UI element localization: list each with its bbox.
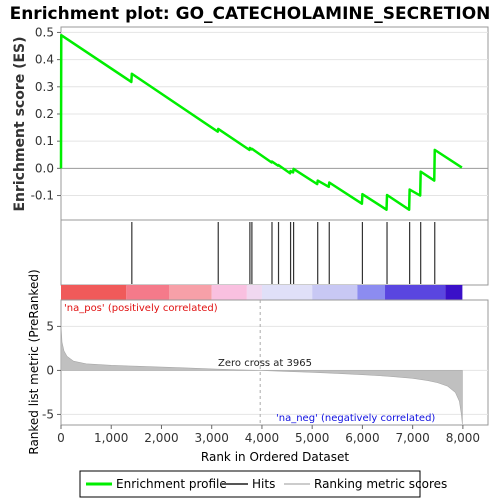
ranking-metric-area [60,324,463,425]
legend-hits-label: Hits [252,477,275,491]
metric-yticks: -5 0 5 [42,319,61,421]
legend-box [79,470,421,498]
metric-tick-label: 5 [46,319,54,333]
x-tick-label: 8,000 [446,431,480,445]
es-y-axis-label: Enrichment score (ES) [12,36,28,211]
es-tick-label: 0.5 [35,25,54,39]
x-axis-ticks: 0 1,000 2,000 3,000 4,000 5,000 6,000 7,000 8,00… [57,425,480,445]
x-tick-label: 0 [57,431,65,445]
es-tick-label: 0.1 [35,134,54,148]
legend-enrichment-label: Enrichment profile [116,477,227,491]
zero-cross-label: Zero cross at 3965 [218,358,312,369]
es-tick-label: -0.1 [31,189,54,203]
x-tick-label: 3,000 [195,431,229,445]
es-tick-label: 0.2 [35,107,54,121]
legend-metric-label: Ranking metric scores [314,477,447,491]
color-bar-segment [312,285,358,300]
es-tick-label: 0.0 [35,161,54,175]
neg-label: 'na_neg' (negatively correlated) [276,413,435,424]
metric-y-axis-label: Ranked list metric (PreRanked) [27,269,41,454]
color-bar-segment [385,285,446,300]
x-tick-label: 4,000 [245,431,279,445]
color-bar-segment [211,285,247,300]
color-bar-segment [445,285,463,300]
enrichment-profile-line [59,33,463,211]
x-tick-label: 7,000 [395,431,429,445]
metric-tick-label: 0 [46,363,54,377]
color-bar-segment [61,285,127,300]
metric-tick-label: -5 [42,407,54,421]
hit-lines [131,222,436,284]
color-bar-segment [126,285,170,300]
metric-panel [60,299,489,426]
pos-label: 'na_pos' (positively correlated) [64,303,218,314]
color-bar-segment [246,285,262,300]
x-axis-label: Rank in Ordered Dataset [201,450,349,464]
x-tick-label: 2,000 [144,431,178,445]
es-tick-label: 0.4 [35,53,54,67]
color-bar-segment [169,285,212,300]
es-yticks: -0.1 0.0 0.1 0.2 0.3 0.4 0.5 [31,25,61,203]
x-tick-label: 5,000 [295,431,329,445]
es-panel [60,26,489,221]
es-tick-label: 0.3 [35,80,54,94]
color-bar-segment [357,285,386,300]
es-gridlines [61,31,488,197]
rank-color-bar [61,285,463,300]
x-tick-label: 6,000 [345,431,379,445]
legend: Enrichment profile Hits Ranking metric s… [79,470,447,498]
color-bar-segment [261,285,313,300]
hits-panel [60,219,489,286]
chart-title: Enrichment plot: GO_CATECHOLAMINE_SECRET… [10,4,491,24]
x-tick-label: 1,000 [94,431,128,445]
